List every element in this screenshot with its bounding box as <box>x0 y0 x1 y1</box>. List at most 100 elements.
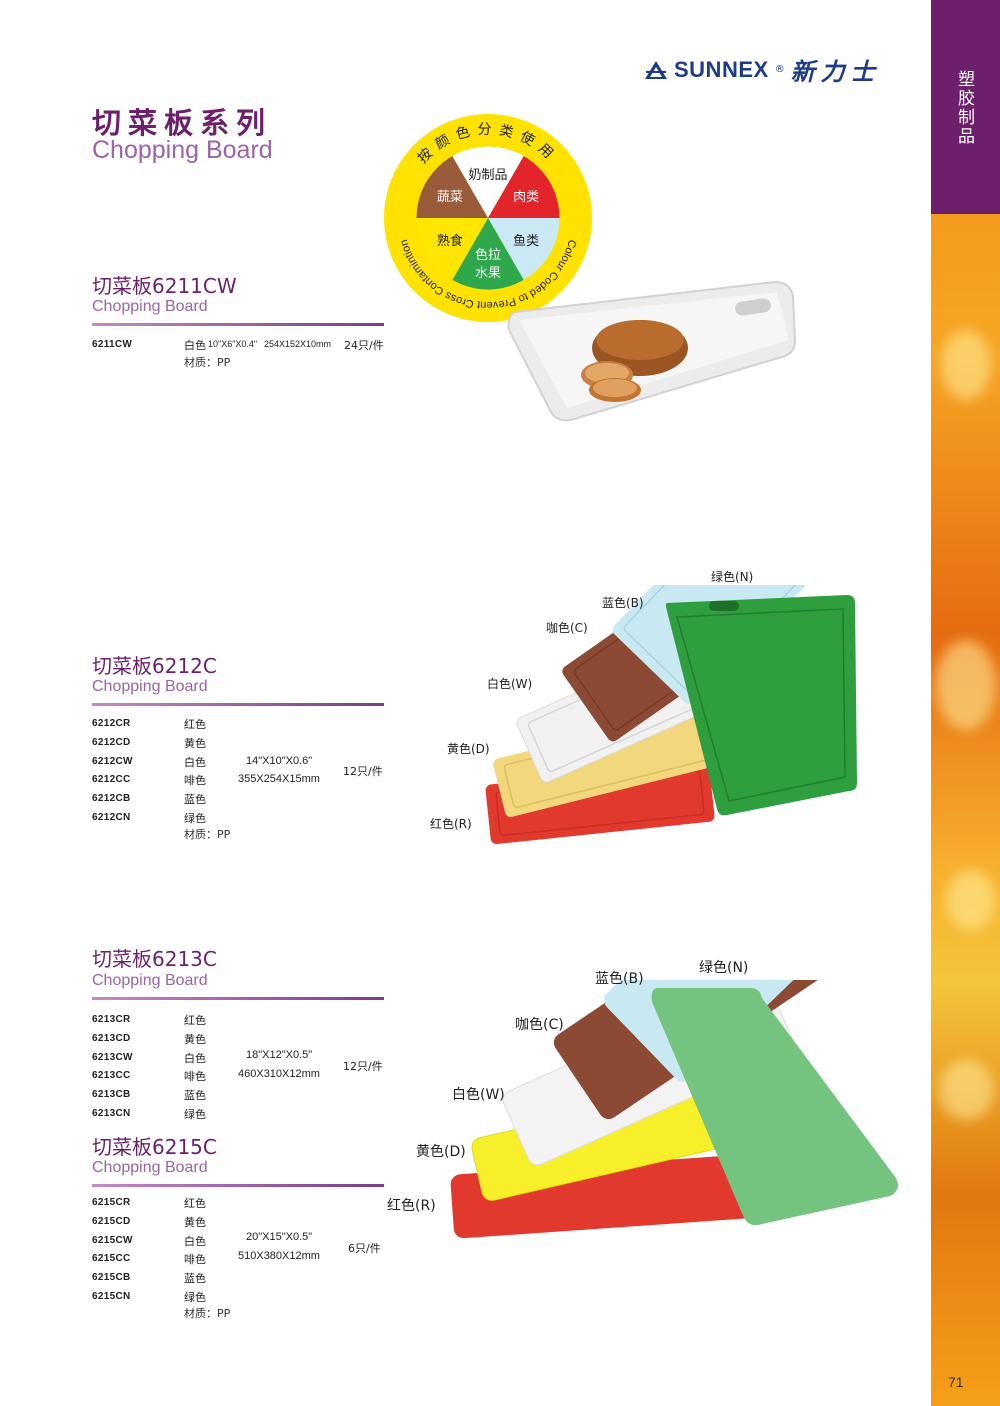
product-pack: 12只/件 <box>343 765 383 778</box>
product-pack: 12只/件 <box>343 1060 383 1073</box>
product-color: 黄色 <box>184 736 206 750</box>
product-color: 蓝色 <box>184 1089 206 1103</box>
board-label-blue: 蓝色(B) <box>602 596 644 610</box>
product-size-in: 14"X10"X0.6" <box>246 755 313 767</box>
product-code: 6215CC <box>92 1253 131 1265</box>
section-6211-title: 切菜板6211CW <box>92 274 237 298</box>
section-6211-subtitle: Chopping Board <box>92 298 208 315</box>
product-code: 6212CC <box>92 774 131 786</box>
product-size-in: 20"X15"X0.5" <box>246 1231 313 1243</box>
product-code: 6211CW <box>92 339 133 350</box>
product-size-in: 10"X6"X0.4" <box>208 339 258 349</box>
product-size-mm: 510X380X12mm <box>238 1250 320 1262</box>
product-code: 6212CN <box>92 812 131 823</box>
product-code: 6213CD <box>92 1032 131 1044</box>
product-color: 白色 <box>184 755 206 769</box>
product-color: 啡色 <box>184 774 206 788</box>
green-board <box>666 595 857 816</box>
bread-slice-inner <box>593 379 637 397</box>
product-color: 绿色 <box>184 812 206 825</box>
boards-6215-image <box>450 980 898 1239</box>
product-code: 6213CN <box>92 1108 131 1119</box>
page-title: 切菜板系列 <box>92 106 273 140</box>
section-6215-subtitle: Chopping Board <box>92 1159 208 1176</box>
brand-name: SUNNEX <box>674 56 769 82</box>
board-label-white: 白色(W) <box>487 677 533 691</box>
board-label-red: 红色(R) <box>387 1198 436 1214</box>
section-6211-divider <box>92 323 384 326</box>
product-color: 红色 <box>184 1197 206 1210</box>
product-color: 绿色 <box>184 1108 206 1121</box>
wheel-segment-label: 蔬菜 <box>437 190 463 205</box>
section-6213-divider <box>92 997 384 1000</box>
product-color: 白色 <box>184 1051 206 1065</box>
wheel-segment <box>488 155 560 218</box>
product-code: 6213CR <box>92 1014 131 1025</box>
section-6213-subtitle: Chopping Board <box>92 972 208 989</box>
product-size-mm: 355X254X15mm <box>238 773 320 785</box>
board-label-blue: 蓝色(B) <box>595 971 644 987</box>
page-subtitle: Chopping Board <box>92 136 273 164</box>
wheel-segment <box>416 155 488 218</box>
product-color: 白色 <box>184 1234 206 1248</box>
sidebar-category-block: 塑胶制品 <box>931 0 1000 214</box>
product-code: 6215CR <box>92 1197 131 1208</box>
product-size-mm: 460X310X12mm <box>238 1068 320 1080</box>
board-label-yellow: 黄色(D) <box>447 742 490 756</box>
board-label-green: 绿色(N) <box>711 570 754 584</box>
product-color: 蓝色 <box>184 793 206 807</box>
wheel-segment-label: 水果 <box>475 266 501 281</box>
product-material: 材质：PP <box>184 1307 231 1320</box>
product-code: 6213CC <box>92 1070 131 1082</box>
board-label-brown: 咖色(C) <box>546 621 588 635</box>
wheel-segment-label: 色拉 <box>475 247 501 263</box>
green-board <box>651 988 898 1226</box>
wheel-segment <box>416 218 488 281</box>
product-color: 啡色 <box>184 1253 206 1267</box>
wheel-segment <box>452 218 524 290</box>
section-6213-title: 切菜板6213C <box>92 947 217 971</box>
side-banner: 塑胶制品 <box>931 0 1000 1406</box>
page-number: 71 <box>948 1374 964 1390</box>
product-pack: 6只/件 <box>348 1242 381 1255</box>
brand-registered-mark: ® <box>774 64 785 75</box>
product-code: 6212CB <box>92 793 131 805</box>
product-code: 6215CN <box>92 1291 131 1302</box>
product-code: 6212CD <box>92 736 131 748</box>
section-6212-divider <box>92 703 384 706</box>
product-color: 红色 <box>184 1014 206 1027</box>
board-label-green: 绿色(N) <box>699 960 749 976</box>
product-color: 白色 <box>184 339 206 352</box>
section-6212-title: 切菜板6212C <box>92 654 217 678</box>
product-code: 6213CB <box>92 1089 131 1101</box>
wheel-segment <box>452 146 524 218</box>
section-6212-subtitle: Chopping Board <box>92 678 208 695</box>
product-code: 6215CD <box>92 1215 131 1227</box>
product-code: 6212CW <box>92 755 133 767</box>
brand-triangle-icon <box>645 60 667 79</box>
board-handle-hole <box>735 298 771 316</box>
product-size-in: 18"X12"X0.5" <box>246 1049 313 1061</box>
board-label-white: 白色(W) <box>452 1087 505 1103</box>
section-6215-title: 切菜板6215C <box>92 1135 217 1159</box>
product-color: 蓝色 <box>184 1272 206 1286</box>
bread-slice-inner <box>585 363 629 383</box>
board-label-brown: 咖色(C) <box>515 1017 564 1033</box>
product-material: 材质：PP <box>184 828 231 841</box>
product-color: 啡色 <box>184 1070 206 1084</box>
product-size-mm: 254X152X10mm <box>264 339 332 349</box>
board-label-yellow: 黄色(D) <box>416 1144 466 1160</box>
brand-name-cn: 新力士 <box>790 57 881 86</box>
boards-6212-image <box>485 585 857 845</box>
category-label: 塑胶制品 <box>954 70 974 146</box>
board-6211-image <box>507 280 797 422</box>
product-color: 绿色 <box>184 1291 206 1304</box>
board-label-red: 红色(R) <box>430 817 472 831</box>
bread-crust <box>596 320 684 360</box>
product-code: 6215CW <box>92 1234 133 1246</box>
wheel-segment <box>488 218 560 281</box>
product-color: 黄色 <box>184 1215 206 1229</box>
wheel-segment-label: 肉类 <box>513 190 539 205</box>
